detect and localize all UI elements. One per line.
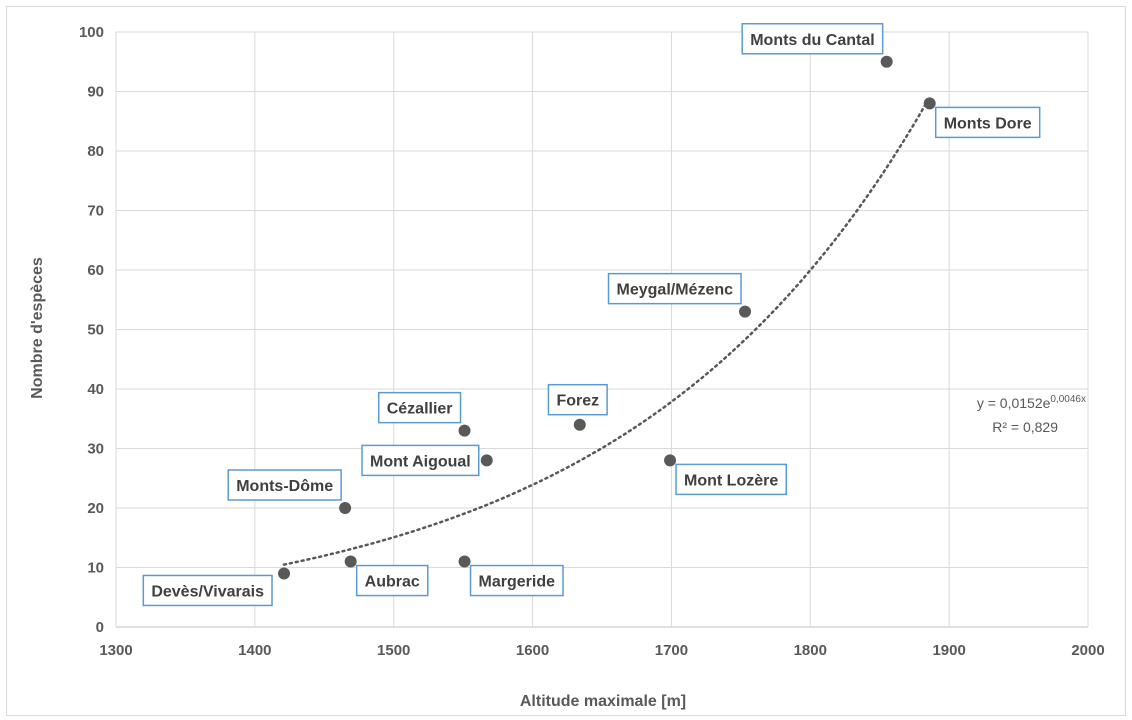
- data-label-text: Aubrac: [365, 574, 420, 591]
- data-label-text: Devès/Vivarais: [151, 583, 264, 600]
- tick-labels: 0 10 20 30 40 50 60 70 80 90 100 1300 1400 1500 1600 17…: [79, 24, 1105, 659]
- data-point: [573, 418, 586, 431]
- data-label-box: [741, 23, 884, 55]
- x-tick-label: 1500: [377, 642, 410, 659]
- data-label: Devès/Vivarais: [142, 574, 273, 607]
- data-label-box: [934, 106, 1041, 139]
- data-label-box: [469, 564, 564, 597]
- data-label-box: [607, 272, 742, 305]
- y-tick-label: 10: [87, 560, 104, 577]
- data-label-box: [377, 391, 462, 424]
- data-points: [278, 55, 936, 580]
- x-tick-label: 1700: [655, 642, 688, 659]
- x-tick-label: 2000: [1071, 642, 1104, 659]
- data-label-box: [355, 564, 429, 597]
- y-tick-label: 90: [87, 84, 104, 101]
- data-point: [664, 454, 677, 467]
- trendline-r-squared: R² = 0,829: [992, 419, 1058, 435]
- y-tick-label: 20: [87, 500, 104, 517]
- y-tick-label: 40: [87, 381, 104, 398]
- data-label-text: Forez: [556, 393, 599, 410]
- data-label-box: [361, 444, 480, 477]
- data-label: Margeride: [469, 564, 564, 597]
- data-label-text: Mont Aigoual: [370, 453, 471, 470]
- y-tick-label: 80: [87, 143, 104, 160]
- data-label-text: Mont Lozère: [684, 472, 778, 489]
- data-label-box: [227, 469, 342, 501]
- gridlines: [115, 31, 1089, 628]
- x-tick-label: 1600: [516, 642, 549, 659]
- data-point: [278, 567, 291, 580]
- x-tick-label: 1800: [794, 642, 827, 659]
- data-label-box: [547, 383, 608, 416]
- data-label: Monts-Dôme: [227, 469, 342, 501]
- y-tick-label: 70: [87, 203, 104, 220]
- data-label-text: Cézallier: [387, 401, 453, 418]
- x-axis-title: Altitude maximale [m]: [520, 693, 686, 710]
- y-tick-label: 60: [87, 262, 104, 279]
- trendline: [282, 95, 931, 566]
- trendline-equation: y = 0,0152e0,0046x: [977, 394, 1086, 411]
- data-point: [923, 97, 936, 110]
- data-label-box: [142, 574, 273, 607]
- data-label-box: [675, 463, 788, 496]
- data-label-text: Margeride: [479, 574, 556, 591]
- data-label: Monts Dore: [934, 106, 1041, 139]
- chart-frame: [6, 6, 1126, 716]
- data-point: [339, 502, 352, 514]
- data-label: Mont Aigoual: [361, 444, 480, 477]
- y-tick-label: 30: [87, 441, 104, 458]
- x-tick-label: 1400: [238, 642, 271, 659]
- data-label: Meygal/Mézenc: [607, 272, 742, 305]
- data-point: [880, 55, 893, 68]
- data-point: [458, 555, 471, 568]
- data-label-text: Monts Dore: [944, 115, 1032, 132]
- data-label: Monts du Cantal: [741, 23, 884, 55]
- y-tick-label: 0: [96, 619, 104, 636]
- x-tick-label: 1300: [99, 642, 132, 659]
- data-label-text: Meygal/Mézenc: [617, 282, 734, 299]
- data-point: [480, 454, 493, 467]
- data-label: Mont Lozère: [675, 463, 788, 496]
- x-tick-label: 1900: [932, 642, 965, 659]
- y-tick-label: 100: [79, 24, 104, 41]
- data-labels: Devès/Vivarais Monts-Dôme Aubrac Cézallier M…: [142, 23, 1041, 607]
- data-point: [739, 305, 752, 318]
- data-label: Aubrac: [355, 564, 429, 597]
- y-tick-label: 50: [87, 322, 104, 339]
- data-label: Forez: [547, 383, 608, 416]
- data-label-text: Monts du Cantal: [750, 32, 874, 49]
- data-label-text: Monts-Dôme: [236, 478, 333, 495]
- y-axis-title: Nombre d'espèces: [29, 257, 46, 399]
- data-point: [458, 424, 471, 437]
- data-label: Cézallier: [377, 391, 462, 424]
- data-point: [344, 555, 357, 568]
